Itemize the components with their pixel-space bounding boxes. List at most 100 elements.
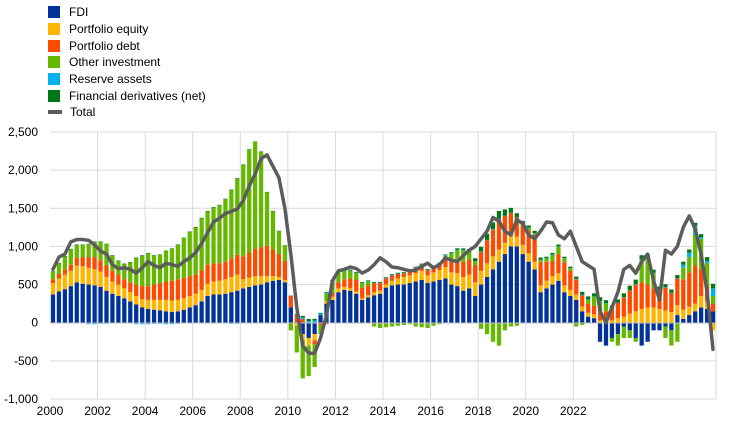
bar-segment xyxy=(508,212,513,236)
bar-segment xyxy=(134,257,139,258)
bar-segment xyxy=(211,263,216,282)
bar-segment xyxy=(395,273,401,279)
bar-segment xyxy=(383,287,389,323)
bar-segment xyxy=(306,318,311,322)
bar-segment xyxy=(496,249,502,262)
bar-segment xyxy=(288,307,293,323)
bar-segment xyxy=(580,294,585,296)
bar-segment xyxy=(645,322,650,342)
bar-segment xyxy=(710,311,716,323)
bar-segment xyxy=(532,233,537,234)
bar-segment xyxy=(134,296,139,305)
bar-segment xyxy=(157,254,163,255)
bar-segment xyxy=(669,312,674,323)
bar-segment xyxy=(508,246,513,323)
bar-segment xyxy=(407,275,412,284)
bar-segment xyxy=(282,245,288,246)
bar-segment xyxy=(116,296,121,323)
bar-segment xyxy=(122,288,127,299)
bar-segment xyxy=(526,261,531,323)
bar-segment xyxy=(580,295,585,307)
bar-segment xyxy=(56,273,62,279)
bar-segment xyxy=(520,244,525,255)
bar-segment xyxy=(223,261,228,280)
bar-segment xyxy=(62,289,68,323)
bar-segment xyxy=(360,299,365,323)
bar-segment xyxy=(110,270,115,282)
bar-segment xyxy=(92,257,97,270)
legend-item-fdi: FDI xyxy=(48,4,206,21)
y-tick-label: 0 xyxy=(31,316,38,330)
bar-segment xyxy=(50,279,56,284)
bar-segment xyxy=(56,262,62,264)
legend-swatch-other-investment xyxy=(48,56,60,69)
bar-segment xyxy=(710,283,716,289)
bar-segment xyxy=(698,307,704,323)
bar-segment xyxy=(591,293,597,297)
bar-segment xyxy=(687,306,692,316)
bar-segment xyxy=(371,282,377,284)
bar-segment xyxy=(365,281,371,282)
bar-segment xyxy=(484,240,490,264)
bar-segment xyxy=(484,322,490,335)
bar-segment xyxy=(478,251,484,252)
bar-segment xyxy=(538,259,543,261)
bar-segment xyxy=(140,255,145,287)
bar-segment xyxy=(556,273,561,281)
bar-segment xyxy=(633,322,638,338)
bar-segment xyxy=(663,326,668,338)
bar-segment xyxy=(151,255,157,285)
bar-segment xyxy=(110,281,115,294)
bar-segment xyxy=(615,302,621,303)
bar-segment xyxy=(253,285,258,323)
bar-segment xyxy=(401,284,406,323)
bar-segment xyxy=(419,322,424,328)
bar-segment xyxy=(270,211,276,250)
bar-segment xyxy=(544,288,549,323)
legend-item-portfolio-debt: Portfolio debt xyxy=(48,37,206,54)
bar-segment xyxy=(354,273,359,280)
bar-segment xyxy=(145,253,151,287)
bar-segment xyxy=(294,315,299,323)
bar-segment xyxy=(627,330,632,338)
bar-segment xyxy=(389,285,395,323)
bar-segment xyxy=(395,284,401,323)
bar-segment xyxy=(264,276,270,283)
bar-segment xyxy=(110,255,115,256)
bar-segment xyxy=(68,286,73,323)
bar-segment xyxy=(508,322,513,327)
bar-segment xyxy=(681,279,686,310)
bar-segment xyxy=(354,279,359,292)
bar-segment xyxy=(336,288,341,293)
bar-segment xyxy=(395,278,401,285)
bar-segment xyxy=(657,322,662,331)
bar-segment xyxy=(104,276,109,291)
bar-segment xyxy=(371,283,377,293)
bar-segment xyxy=(401,271,406,273)
bar-segment xyxy=(86,257,91,268)
bar-segment xyxy=(324,293,329,302)
bar-segment xyxy=(473,261,478,266)
bar-segment xyxy=(544,256,549,259)
bar-segment xyxy=(574,294,579,300)
bar-segment xyxy=(687,272,692,307)
bar-segment xyxy=(556,280,561,323)
bar-segment xyxy=(663,310,668,323)
bar-segment xyxy=(86,243,91,245)
bar-segment xyxy=(526,253,531,262)
bar-segment xyxy=(163,251,169,282)
bar-segment xyxy=(348,270,353,271)
bar-segment xyxy=(199,217,204,219)
bar-segment xyxy=(377,290,383,294)
bar-segment xyxy=(562,292,567,323)
bar-segment xyxy=(342,289,347,323)
bar-segment xyxy=(698,237,704,239)
bar-segment xyxy=(300,322,305,335)
bar-segment xyxy=(490,322,496,342)
bar-segment xyxy=(508,207,513,213)
y-tick-label: 2,000 xyxy=(8,163,38,177)
bar-segment xyxy=(663,287,668,288)
bar-segment xyxy=(586,299,591,304)
bar-segment xyxy=(455,259,460,274)
y-tick-label: 1,000 xyxy=(8,239,38,253)
